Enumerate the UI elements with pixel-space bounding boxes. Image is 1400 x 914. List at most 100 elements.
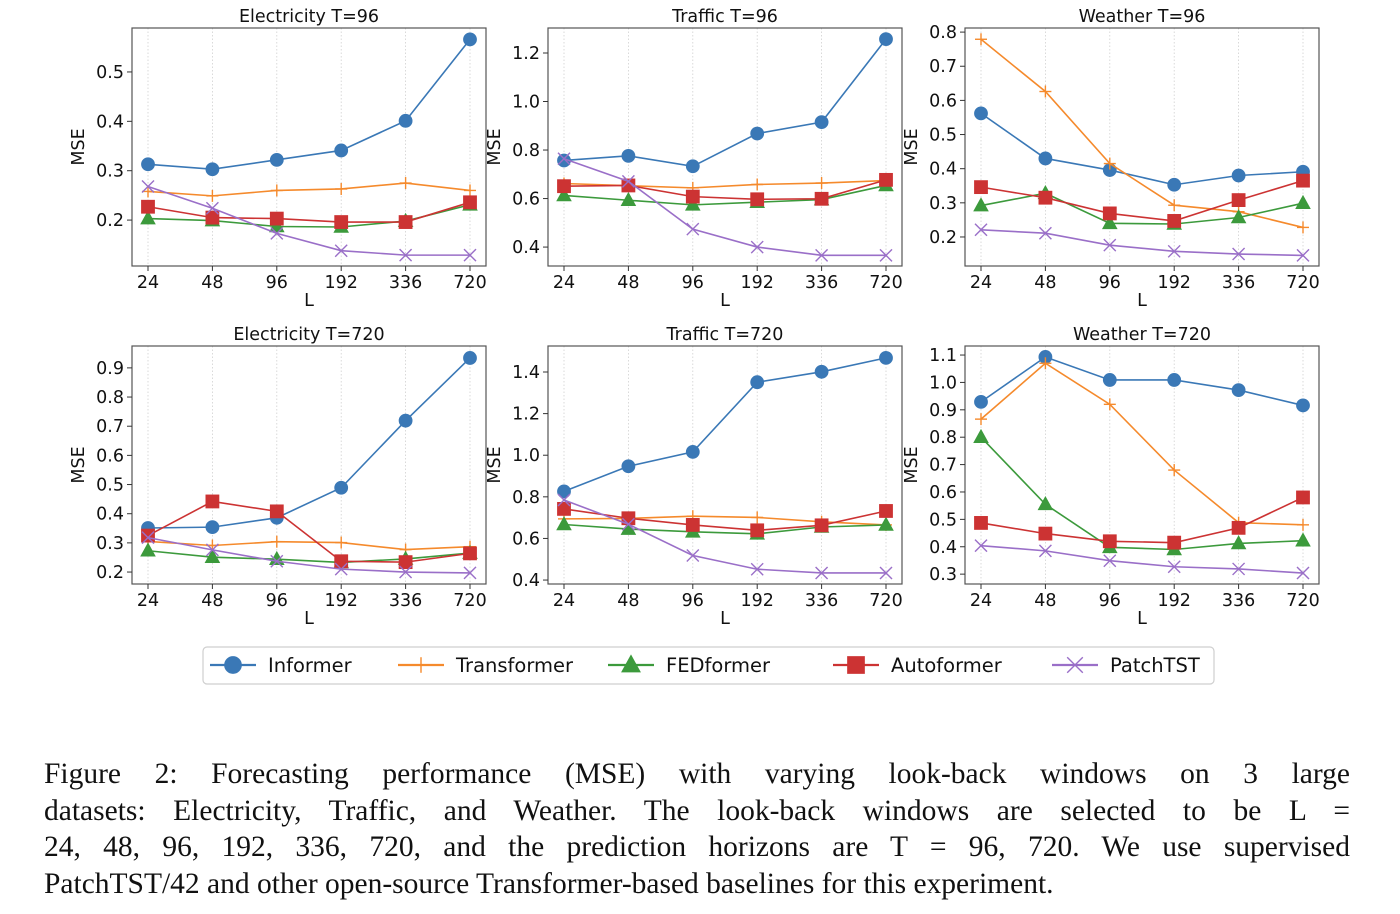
series-group — [140, 32, 478, 262]
series-patchtst — [557, 493, 893, 580]
data-point — [750, 192, 765, 207]
data-point — [398, 413, 413, 428]
x-tick-label: 720 — [869, 591, 902, 611]
x-tick-label: 48 — [201, 273, 223, 293]
x-tick-label: 192 — [324, 591, 357, 611]
data-point — [140, 542, 156, 557]
series-line — [980, 362, 1304, 526]
data-point — [1295, 194, 1311, 209]
y-tick-label: 0.5 — [929, 126, 957, 146]
data-point — [1296, 566, 1310, 580]
y-tick-label: 0.3 — [929, 194, 957, 214]
marker-x-b — [1038, 544, 1052, 558]
legend-frame — [202, 646, 1215, 685]
subplot-title: Traffic T=96 — [671, 7, 778, 27]
data-point — [1295, 532, 1311, 547]
caption-line: PatchTST/42 and other open-source Transf… — [44, 867, 1054, 900]
axes-frame — [131, 27, 487, 267]
series-line — [563, 499, 886, 574]
marker-x-b — [815, 248, 829, 262]
data-point — [269, 504, 284, 519]
series-group — [973, 33, 1311, 262]
data-point — [205, 162, 220, 177]
x-tick-label: 96 — [682, 591, 704, 611]
data-point — [1102, 534, 1117, 549]
marker-x-b — [1103, 238, 1117, 252]
data-point — [1297, 221, 1309, 234]
marker-x-b — [1232, 562, 1246, 576]
marker-x-b — [1296, 566, 1310, 580]
x-tick-label: 48 — [617, 591, 639, 611]
legend-label: FEDformer — [666, 654, 771, 677]
series-patchtst — [557, 152, 893, 262]
x-tick-label: 24 — [137, 591, 159, 611]
marker-x-b — [557, 152, 571, 166]
marker-x-b — [1232, 247, 1246, 261]
data-point — [399, 565, 413, 579]
data-point — [206, 189, 219, 202]
x-tick-label: 336 — [1222, 273, 1255, 293]
caption-line: Figure 2: Forecasting performance (MSE) … — [44, 758, 1350, 790]
series-informer — [141, 351, 477, 535]
data-point — [463, 351, 477, 365]
legend-item: Transformer — [398, 654, 574, 677]
x-tick-label: 48 — [617, 273, 639, 293]
marker-x-b — [750, 240, 764, 254]
series-transformer — [975, 357, 1309, 531]
marker-x-b — [1038, 226, 1052, 240]
figure: 24 48 96 192 336 720 0.2 0.3 0.4 0.5 Electricity T… — [69, 7, 1320, 685]
legend-marker-circle — [224, 656, 242, 674]
data-point — [205, 494, 220, 509]
y-tick-label: 0.6 — [512, 190, 540, 210]
data-point — [140, 210, 156, 225]
y-tick-label: 0.7 — [929, 456, 957, 476]
marker-x-b — [879, 248, 893, 262]
series-line — [980, 112, 1304, 186]
y-tick-label: 0.8 — [512, 141, 540, 161]
series-line — [147, 500, 471, 563]
marker-x-b — [1167, 560, 1181, 574]
data-point — [1231, 383, 1246, 397]
marker-x-b — [1066, 656, 1084, 674]
marker-x-b — [270, 554, 284, 568]
x-tick-label: 720 — [453, 591, 486, 611]
series-informer — [974, 106, 1310, 192]
data-point — [399, 248, 413, 262]
y-tick-label: 0.6 — [512, 529, 540, 549]
series-line — [147, 549, 471, 564]
legend-label: PatchTST — [1110, 654, 1200, 677]
series-autoformer — [557, 172, 893, 207]
marker-x-b — [463, 566, 477, 580]
data-point — [1038, 526, 1053, 541]
y-tick-label: 0.8 — [929, 428, 957, 448]
data-point — [1103, 238, 1117, 252]
data-point — [750, 375, 765, 390]
data-point — [204, 548, 221, 563]
data-point — [1231, 193, 1246, 207]
legend-marker-square — [847, 656, 865, 674]
marker-x-b — [557, 493, 571, 507]
marker-x-b — [974, 223, 988, 237]
y-axis-label: MSE — [902, 128, 922, 165]
subplot-title: Electricity T=720 — [233, 325, 384, 345]
series-line — [563, 523, 887, 535]
data-point — [141, 528, 155, 543]
series-group — [140, 351, 478, 580]
series-line — [980, 356, 1304, 407]
axes-frame — [964, 27, 1320, 267]
x-tick-label: 192 — [1157, 273, 1190, 293]
series-line — [147, 201, 471, 223]
series-line — [563, 357, 887, 493]
data-point — [269, 211, 284, 226]
y-axis-label: MSE — [902, 446, 922, 483]
series-line — [980, 192, 1304, 225]
legend-item: PatchTST — [1052, 654, 1200, 677]
data-point — [1038, 190, 1053, 205]
y-tick-label: 0.2 — [96, 563, 124, 583]
series-line — [147, 357, 471, 529]
x-tick-label: 192 — [740, 273, 773, 293]
x-tick-label: 336 — [805, 273, 838, 293]
y-tick-label: 1.0 — [929, 373, 957, 393]
data-point — [1296, 398, 1310, 413]
y-tick-label: 0.4 — [96, 505, 124, 525]
